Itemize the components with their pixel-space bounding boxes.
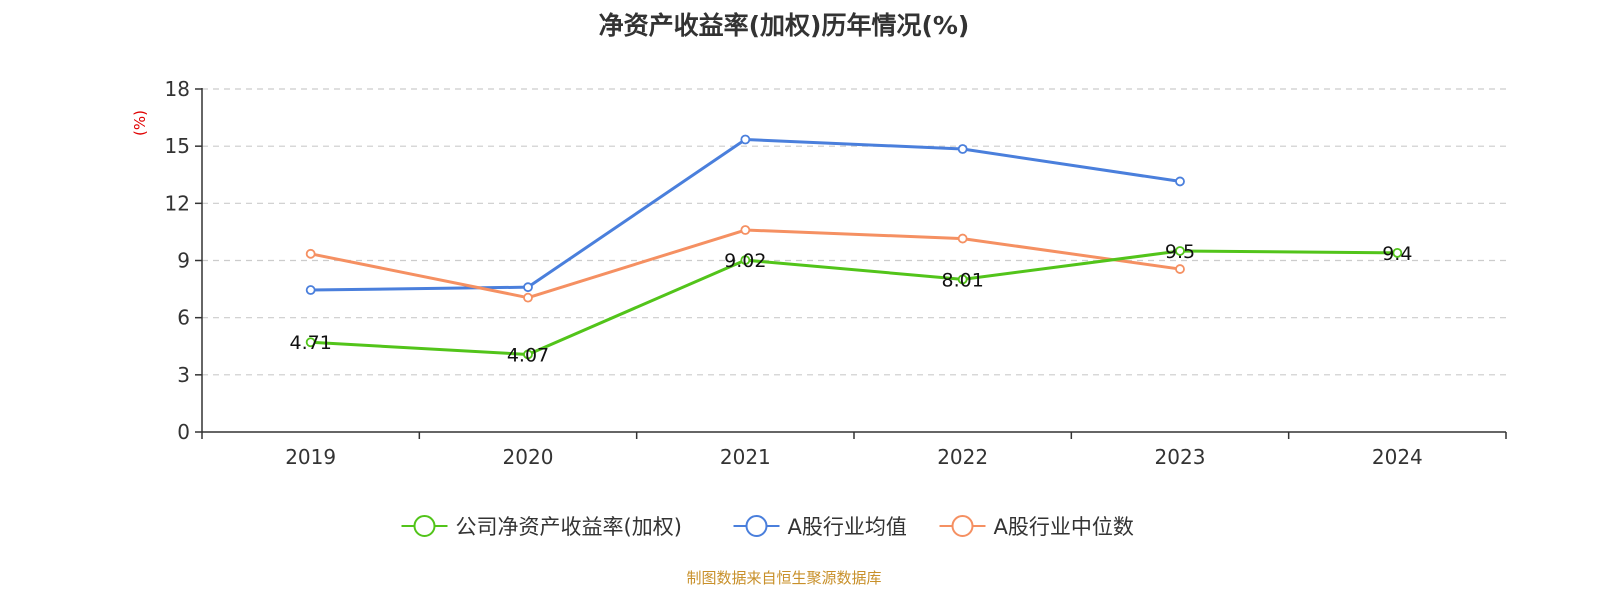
series-lines: [305, 134, 1403, 360]
data-point: [957, 233, 968, 244]
data-point: [305, 248, 316, 259]
data-point: [1175, 264, 1185, 274]
data-label: 4.07: [507, 344, 549, 366]
data-label: 9.02: [724, 250, 766, 272]
source-note: 制图数据来自恒生聚源数据库: [686, 569, 882, 587]
x-tick-label: 2021: [720, 445, 771, 469]
chart-title: 净资产收益率(加权)历年情况(%): [598, 11, 970, 40]
grid-lines: [202, 88, 1506, 376]
legend-label: A股行业中位数: [994, 515, 1134, 539]
y-tick-label: 0: [177, 420, 190, 444]
data-point: [1392, 247, 1403, 258]
y-tick-label: 3: [177, 363, 190, 387]
data-point: [740, 134, 751, 145]
data-label: 9.4: [1382, 243, 1412, 265]
y-tick-label: 6: [177, 306, 190, 330]
data-point: [523, 292, 533, 303]
data-point: [523, 349, 533, 360]
data-label: 9.5: [1165, 241, 1195, 263]
legend-label: A股行业均值: [788, 515, 907, 539]
series-line: [310, 249, 1398, 356]
data-point: [1175, 176, 1185, 187]
data-point: [305, 285, 316, 295]
x-tick-label: 2023: [1155, 445, 1206, 469]
data-label: 8.01: [942, 269, 984, 291]
data-point: [957, 144, 968, 154]
data-point: [957, 274, 968, 285]
data-point: [740, 225, 751, 235]
data-point: [305, 337, 316, 348]
x-tick-label: 2022: [937, 445, 988, 469]
data-point: [1175, 246, 1185, 256]
axes: 0 3 6 9 12 15 18 2019 2020 2021 2022 2023 2024 (%): [131, 77, 1507, 469]
data-label: 4.71: [290, 332, 332, 354]
legend-marker: [951, 515, 974, 537]
x-tick-label: 2024: [1372, 445, 1423, 469]
x-tick-label: 2020: [503, 445, 554, 469]
data-point: [523, 282, 533, 293]
y-tick-label: 15: [165, 134, 190, 158]
x-tick-label: 2019: [285, 445, 336, 469]
y-tick-label: 12: [165, 191, 190, 215]
legend-marker: [745, 515, 768, 537]
y-axis-label: (%): [131, 110, 149, 136]
y-tick-label: 18: [165, 77, 190, 101]
legend: 公司净资产收益率(加权) A股行业均值 A股行业中位数: [401, 515, 1134, 539]
data-point: [740, 255, 751, 266]
data-labels: 4.71 4.07 9.02 8.01 9.5 9.4: [290, 241, 1413, 366]
legend-label: 公司净资产收益率(加权): [456, 515, 682, 539]
y-tick-label: 9: [177, 249, 190, 273]
legend-marker: [413, 515, 436, 537]
